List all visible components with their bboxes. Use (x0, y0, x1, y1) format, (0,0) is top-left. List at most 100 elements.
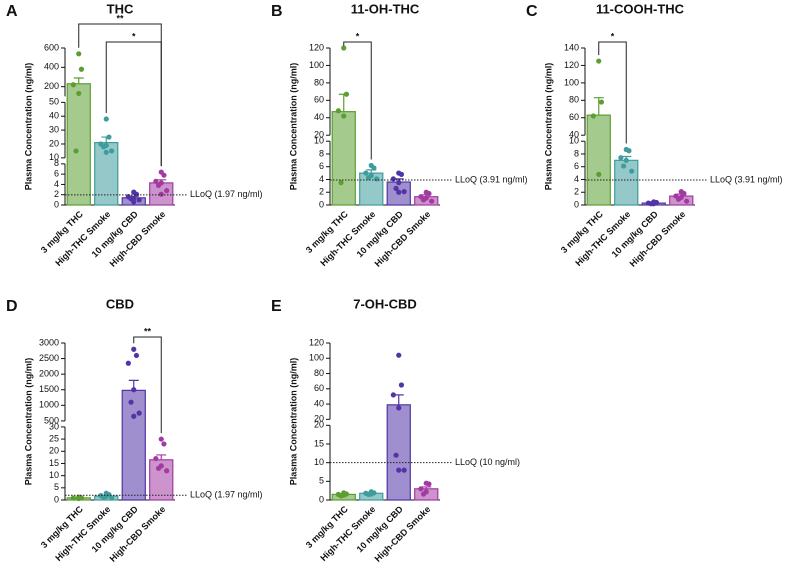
y-tick-label: 0 (574, 199, 579, 209)
data-point (103, 149, 109, 155)
data-point (131, 346, 137, 352)
y-tick-label: 6 (54, 169, 59, 179)
data-point (365, 491, 372, 497)
panel: E 7-OH-CBD Plasma Concentration (ng/ml) 0 5 1… (271, 296, 520, 563)
y-tick-label: 10 (314, 136, 324, 146)
data-point (623, 157, 629, 163)
panel-title: 11-COOH-THC (596, 1, 685, 16)
data-point (109, 495, 115, 501)
data-point (596, 58, 602, 64)
data-point (164, 188, 170, 194)
y-tick-label: 10 (49, 470, 59, 480)
data-point (70, 495, 76, 501)
panel-letter: E (271, 298, 282, 315)
y-tick-label: 15 (49, 458, 59, 468)
y-tick-label: 8 (319, 148, 324, 158)
data-point (393, 452, 399, 458)
y-axis-label: Plasma Concentration (ng/ml) (288, 358, 298, 486)
error-bar (156, 454, 167, 460)
panel-title: 11-OH-THC (351, 1, 420, 16)
y-tick-label: 10 (49, 152, 59, 162)
y-tick-label: 100 (309, 353, 324, 363)
panel-letter: B (271, 3, 283, 20)
data-point (155, 182, 162, 189)
panel-letter: C (526, 3, 538, 20)
y-tick-label: 1500 (39, 384, 59, 394)
data-point (136, 197, 142, 203)
y-tick-label: 6 (574, 161, 579, 171)
y-tick-label: 50 (49, 97, 59, 107)
panel: B 11-OH-THC Plasma Concentration (ng/ml) 0 2… (271, 1, 528, 268)
significance-label: ** (116, 13, 124, 23)
data-point (133, 352, 140, 359)
data-point (109, 148, 115, 154)
y-tick-label: 140 (564, 42, 579, 52)
data-point (335, 108, 341, 114)
panel-title: 7-OH-CBD (353, 296, 417, 311)
data-point (155, 465, 162, 471)
data-point (161, 441, 167, 447)
y-tick-label: 30 (49, 124, 59, 134)
y-tick-label: 10 (569, 136, 579, 146)
data-point (396, 180, 402, 186)
significance-bracket (598, 41, 627, 144)
data-point (100, 494, 107, 500)
y-tick-label: 20 (314, 420, 324, 430)
data-point (393, 185, 399, 192)
y-tick-label: 40 (569, 130, 579, 140)
y-tick-label: 2 (574, 187, 579, 197)
panel-letter: A (6, 3, 18, 20)
y-tick-label: 600 (44, 42, 59, 52)
data-point (426, 190, 432, 197)
data-point (429, 198, 435, 204)
error-bar (593, 97, 604, 116)
y-tick-label: 0 (54, 494, 59, 504)
data-point (131, 387, 137, 393)
y-tick-label: 100 (564, 77, 579, 87)
data-point (626, 148, 632, 154)
data-point (396, 352, 402, 358)
y-tick-label: 20 (49, 446, 59, 456)
significance-bracket (133, 336, 162, 434)
y-tick-label: 2000 (39, 369, 59, 379)
data-point (590, 113, 596, 119)
y-tick-label: 3000 (39, 337, 59, 347)
data-point (158, 191, 164, 197)
data-point (648, 201, 654, 207)
y-tick-label: 100 (309, 60, 324, 70)
y-tick-label: 30 (49, 421, 59, 431)
y-tick-label: 25 (49, 433, 59, 443)
y-tick-label: 2 (319, 187, 324, 197)
significance-label: ** (144, 326, 152, 336)
data-point (76, 90, 82, 97)
data-point (365, 174, 372, 181)
error-bar (421, 486, 432, 489)
data-point (390, 176, 396, 182)
y-tick-label: 60 (314, 383, 324, 393)
data-point (675, 196, 682, 202)
y-tick-label: 1000 (39, 400, 59, 410)
y-axis-label: Plasma Concentration (ng/ml) (23, 63, 33, 191)
y-tick-label: 0 (319, 494, 324, 504)
y-axis-label: Plasma Concentration (ng/ml) (23, 358, 33, 486)
data-point (390, 392, 396, 398)
y-tick-label: 4 (54, 179, 59, 189)
data-point (341, 45, 347, 51)
lloq-label: LLoQ (10 ng/ml) (455, 457, 520, 467)
y-tick-label: 60 (314, 95, 324, 105)
y-tick-label: 400 (44, 62, 59, 72)
y-tick-label: 40 (49, 111, 59, 121)
panel-title: CBD (106, 296, 134, 311)
data-point (418, 486, 424, 492)
lloq-label: LLoQ (1.97 ng/ml) (190, 189, 263, 199)
data-point (420, 197, 427, 203)
data-point (401, 189, 407, 195)
data-point (420, 491, 427, 497)
bar (121, 389, 146, 501)
significance-label: * (611, 31, 615, 41)
data-point (164, 468, 170, 474)
bar (331, 111, 356, 206)
y-tick-label: 200 (44, 81, 59, 91)
lloq-label: LLoQ (1.97 ng/ml) (190, 490, 263, 500)
